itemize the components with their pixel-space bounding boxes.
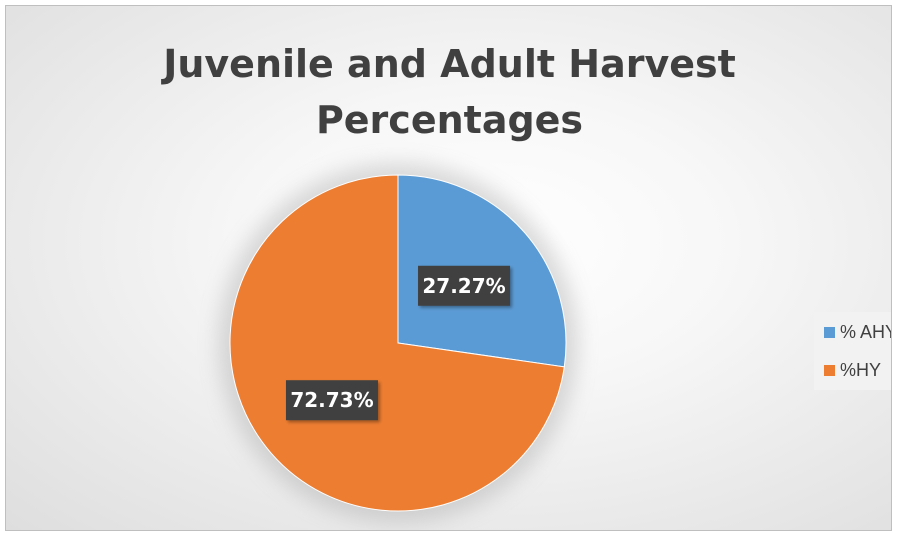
data-label-box-hy xyxy=(285,380,378,421)
data-label-text-ahy: 27.27% xyxy=(422,274,505,298)
chart-area: Juvenile and Adult Harvest Percentages 2… xyxy=(5,5,892,531)
pie-chart: 27.27% 72.73% xyxy=(218,163,578,523)
data-label-text-hy: 72.73% xyxy=(290,388,373,412)
legend: % AHY %HY xyxy=(814,312,892,390)
legend-label-ahy: % AHY xyxy=(840,321,892,342)
legend-swatch-hy xyxy=(824,364,835,376)
data-label-ahy: 27.27% xyxy=(418,265,511,306)
data-label-box-ahy xyxy=(418,265,511,306)
chart-title: Juvenile and Adult Harvest Percentages xyxy=(163,42,736,142)
pie-slice-hy xyxy=(229,174,565,512)
legend-label-hy: %HY xyxy=(840,359,882,380)
data-label-hy: 72.73% xyxy=(285,380,378,421)
legend-item-hy: %HY xyxy=(824,359,881,381)
legend-item-ahy: % AHY xyxy=(824,321,892,343)
legend-swatch-ahy xyxy=(824,326,835,338)
